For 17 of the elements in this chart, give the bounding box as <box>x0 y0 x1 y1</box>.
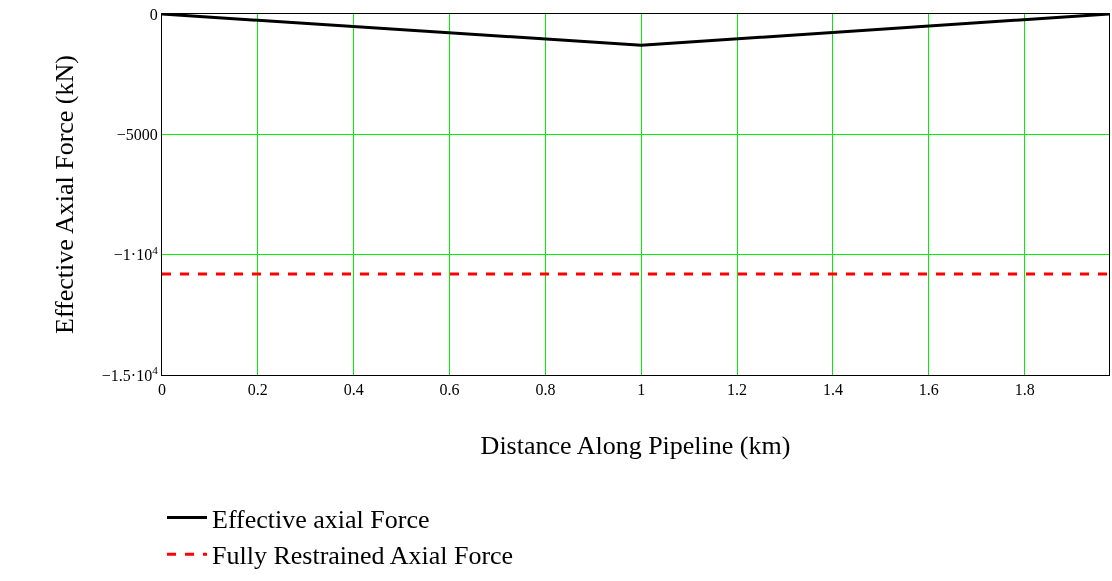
x-tick-label: 1.6 <box>918 381 939 399</box>
x-tick-label: 1.8 <box>1014 381 1035 399</box>
y-tick-label: −5000 <box>116 125 158 143</box>
y-tick-label: −1·10$^{4}$ <box>113 243 159 264</box>
x-tick-label: 1 <box>637 381 646 399</box>
legend-label: Effective axial Force <box>212 504 430 534</box>
x-tick-label: 0.4 <box>343 381 364 399</box>
y-tick-label: −1.5·10$^{4}$ <box>101 363 159 384</box>
y-tick-label: 0 <box>149 5 158 23</box>
y-axis-title: Effective Axial Force (kN) <box>50 55 80 334</box>
x-tick-label: 0.2 <box>247 381 268 399</box>
x-tick-label: 1.4 <box>822 381 843 399</box>
x-tick-label: 0.8 <box>535 381 556 399</box>
x-tick-label: 1.2 <box>727 381 748 399</box>
legend-label: Fully Restrained Axial Force <box>212 541 514 571</box>
x-tick-label: 0.6 <box>439 381 460 399</box>
x-axis-title: Distance Along Pipeline (km) <box>480 430 791 460</box>
